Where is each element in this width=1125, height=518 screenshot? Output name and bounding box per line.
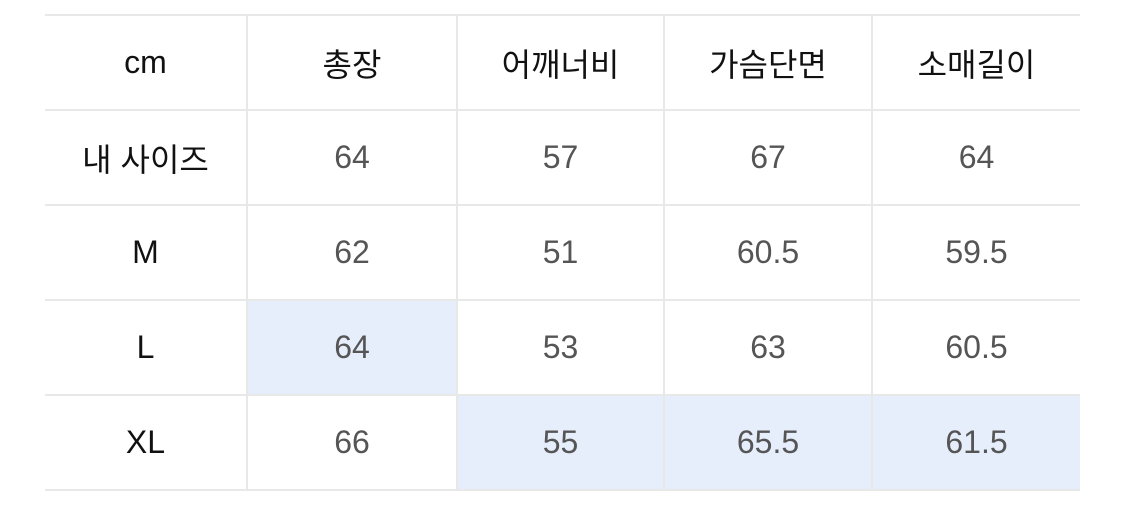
table-cell: 64: [246, 109, 458, 206]
table-cell: 61.5: [871, 394, 1080, 491]
table-cell: 62: [246, 204, 458, 301]
table-cell: 53: [456, 299, 665, 396]
header-unit: cm: [45, 14, 248, 111]
table-cell: 64: [246, 299, 458, 396]
table-cell: 66: [246, 394, 458, 491]
table-cell: 60.5: [663, 204, 873, 301]
row-label: 내 사이즈: [45, 109, 248, 206]
table-cell: 55: [456, 394, 665, 491]
header-shoulder-width: 어깨너비: [456, 14, 665, 111]
table-row: XL 66 55 65.5 61.5: [45, 394, 1080, 491]
header-chest-width: 가슴단면: [663, 14, 873, 111]
table-cell: 59.5: [871, 204, 1080, 301]
table-cell: 64: [871, 109, 1080, 206]
header-row: cm 총장 어깨너비 가슴단면 소매길이: [45, 14, 1080, 111]
header-total-length: 총장: [246, 14, 458, 111]
table-cell: 63: [663, 299, 873, 396]
row-label: XL: [45, 394, 248, 491]
row-label: L: [45, 299, 248, 396]
size-table: cm 총장 어깨너비 가슴단면 소매길이 내 사이즈 64 57 67 64 M 62 51 6…: [45, 14, 1080, 491]
table-cell: 67: [663, 109, 873, 206]
table-cell: 51: [456, 204, 665, 301]
table-cell: 57: [456, 109, 665, 206]
header-sleeve-length: 소매길이: [871, 14, 1080, 111]
table-row: M 62 51 60.5 59.5: [45, 204, 1080, 301]
row-label: M: [45, 204, 248, 301]
table-row: L 64 53 63 60.5: [45, 299, 1080, 396]
table-cell: 65.5: [663, 394, 873, 491]
table-cell: 60.5: [871, 299, 1080, 396]
table-row: 내 사이즈 64 57 67 64: [45, 109, 1080, 206]
